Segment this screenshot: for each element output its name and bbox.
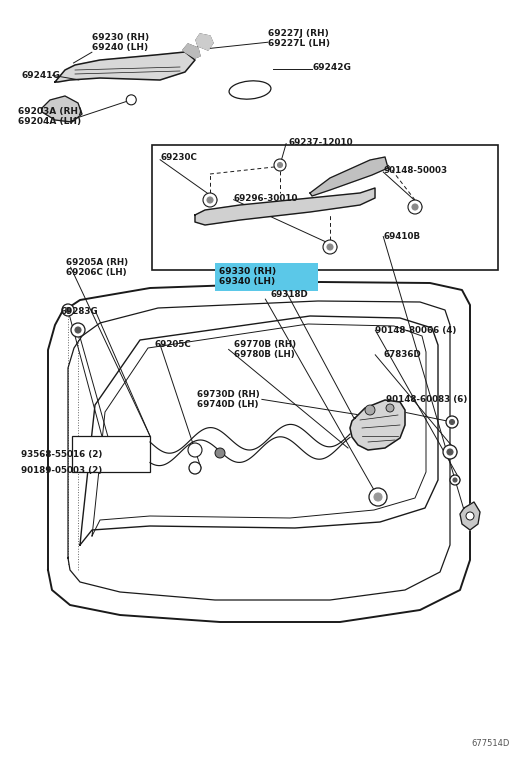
Circle shape [365, 405, 375, 415]
Text: 69242G: 69242G [312, 63, 351, 72]
Circle shape [203, 193, 217, 207]
Circle shape [323, 240, 337, 254]
Circle shape [189, 462, 201, 474]
Text: 69203A (RH)
69204A (LH): 69203A (RH) 69204A (LH) [18, 107, 82, 127]
Polygon shape [55, 52, 195, 82]
Bar [72, 436, 150, 472]
Text: 69318D: 69318D [270, 290, 308, 299]
Circle shape [412, 204, 418, 210]
Text: 69770B (RH)
69780B (LH): 69770B (RH) 69780B (LH) [234, 339, 296, 359]
Circle shape [446, 416, 458, 428]
Polygon shape [42, 96, 82, 122]
Circle shape [75, 327, 81, 333]
Circle shape [215, 448, 225, 458]
Polygon shape [310, 157, 388, 196]
Circle shape [274, 159, 286, 171]
Circle shape [207, 197, 213, 203]
Text: 69330 (RH)
69340 (LH): 69330 (RH) 69340 (LH) [219, 266, 277, 286]
Text: 67836D: 67836D [383, 350, 421, 359]
Circle shape [450, 475, 460, 485]
Circle shape [374, 493, 382, 501]
Circle shape [66, 307, 70, 313]
Text: 90148-60083 (6): 90148-60083 (6) [386, 395, 467, 404]
Text: 69730D (RH)
69740D (LH): 69730D (RH) 69740D (LH) [197, 389, 260, 409]
Text: 93568-55016 (2): 93568-55016 (2) [21, 450, 102, 459]
Text: 677514D: 677514D [471, 739, 510, 748]
Text: 90148-80066 (4): 90148-80066 (4) [375, 326, 457, 335]
Text: 69205A (RH)
69206C (LH): 69205A (RH) 69206C (LH) [66, 257, 128, 277]
Polygon shape [460, 502, 480, 530]
Circle shape [327, 244, 333, 250]
Circle shape [278, 163, 282, 167]
Circle shape [449, 419, 455, 425]
Text: 69227J (RH)
69227L (LH): 69227J (RH) 69227L (LH) [268, 28, 330, 48]
Text: 69283G: 69283G [60, 306, 98, 316]
Bar [152, 145, 498, 270]
Circle shape [62, 304, 74, 316]
Circle shape [466, 512, 474, 520]
Text: 69205C: 69205C [155, 339, 192, 349]
Text: 69237-12010: 69237-12010 [289, 137, 353, 147]
Text: 69230C: 69230C [160, 153, 197, 162]
Ellipse shape [229, 81, 271, 99]
Text: 90189-05003 (2): 90189-05003 (2) [21, 465, 102, 475]
Text: 69296-30010: 69296-30010 [234, 194, 298, 203]
Bar [215, 263, 318, 290]
Polygon shape [195, 188, 375, 225]
Circle shape [408, 200, 422, 214]
Text: 69410B: 69410B [383, 232, 421, 241]
Circle shape [453, 478, 457, 482]
Polygon shape [183, 44, 200, 58]
Circle shape [443, 445, 457, 459]
Circle shape [126, 94, 136, 105]
Circle shape [369, 488, 387, 506]
Circle shape [71, 323, 85, 337]
Text: 90148-50003: 90148-50003 [383, 166, 447, 175]
Circle shape [386, 404, 394, 412]
Text: 69241G: 69241G [21, 71, 60, 80]
Text: 69230 (RH)
69240 (LH): 69230 (RH) 69240 (LH) [92, 32, 149, 52]
Polygon shape [350, 400, 405, 450]
Circle shape [447, 449, 453, 455]
Polygon shape [196, 34, 213, 50]
Circle shape [188, 443, 202, 457]
